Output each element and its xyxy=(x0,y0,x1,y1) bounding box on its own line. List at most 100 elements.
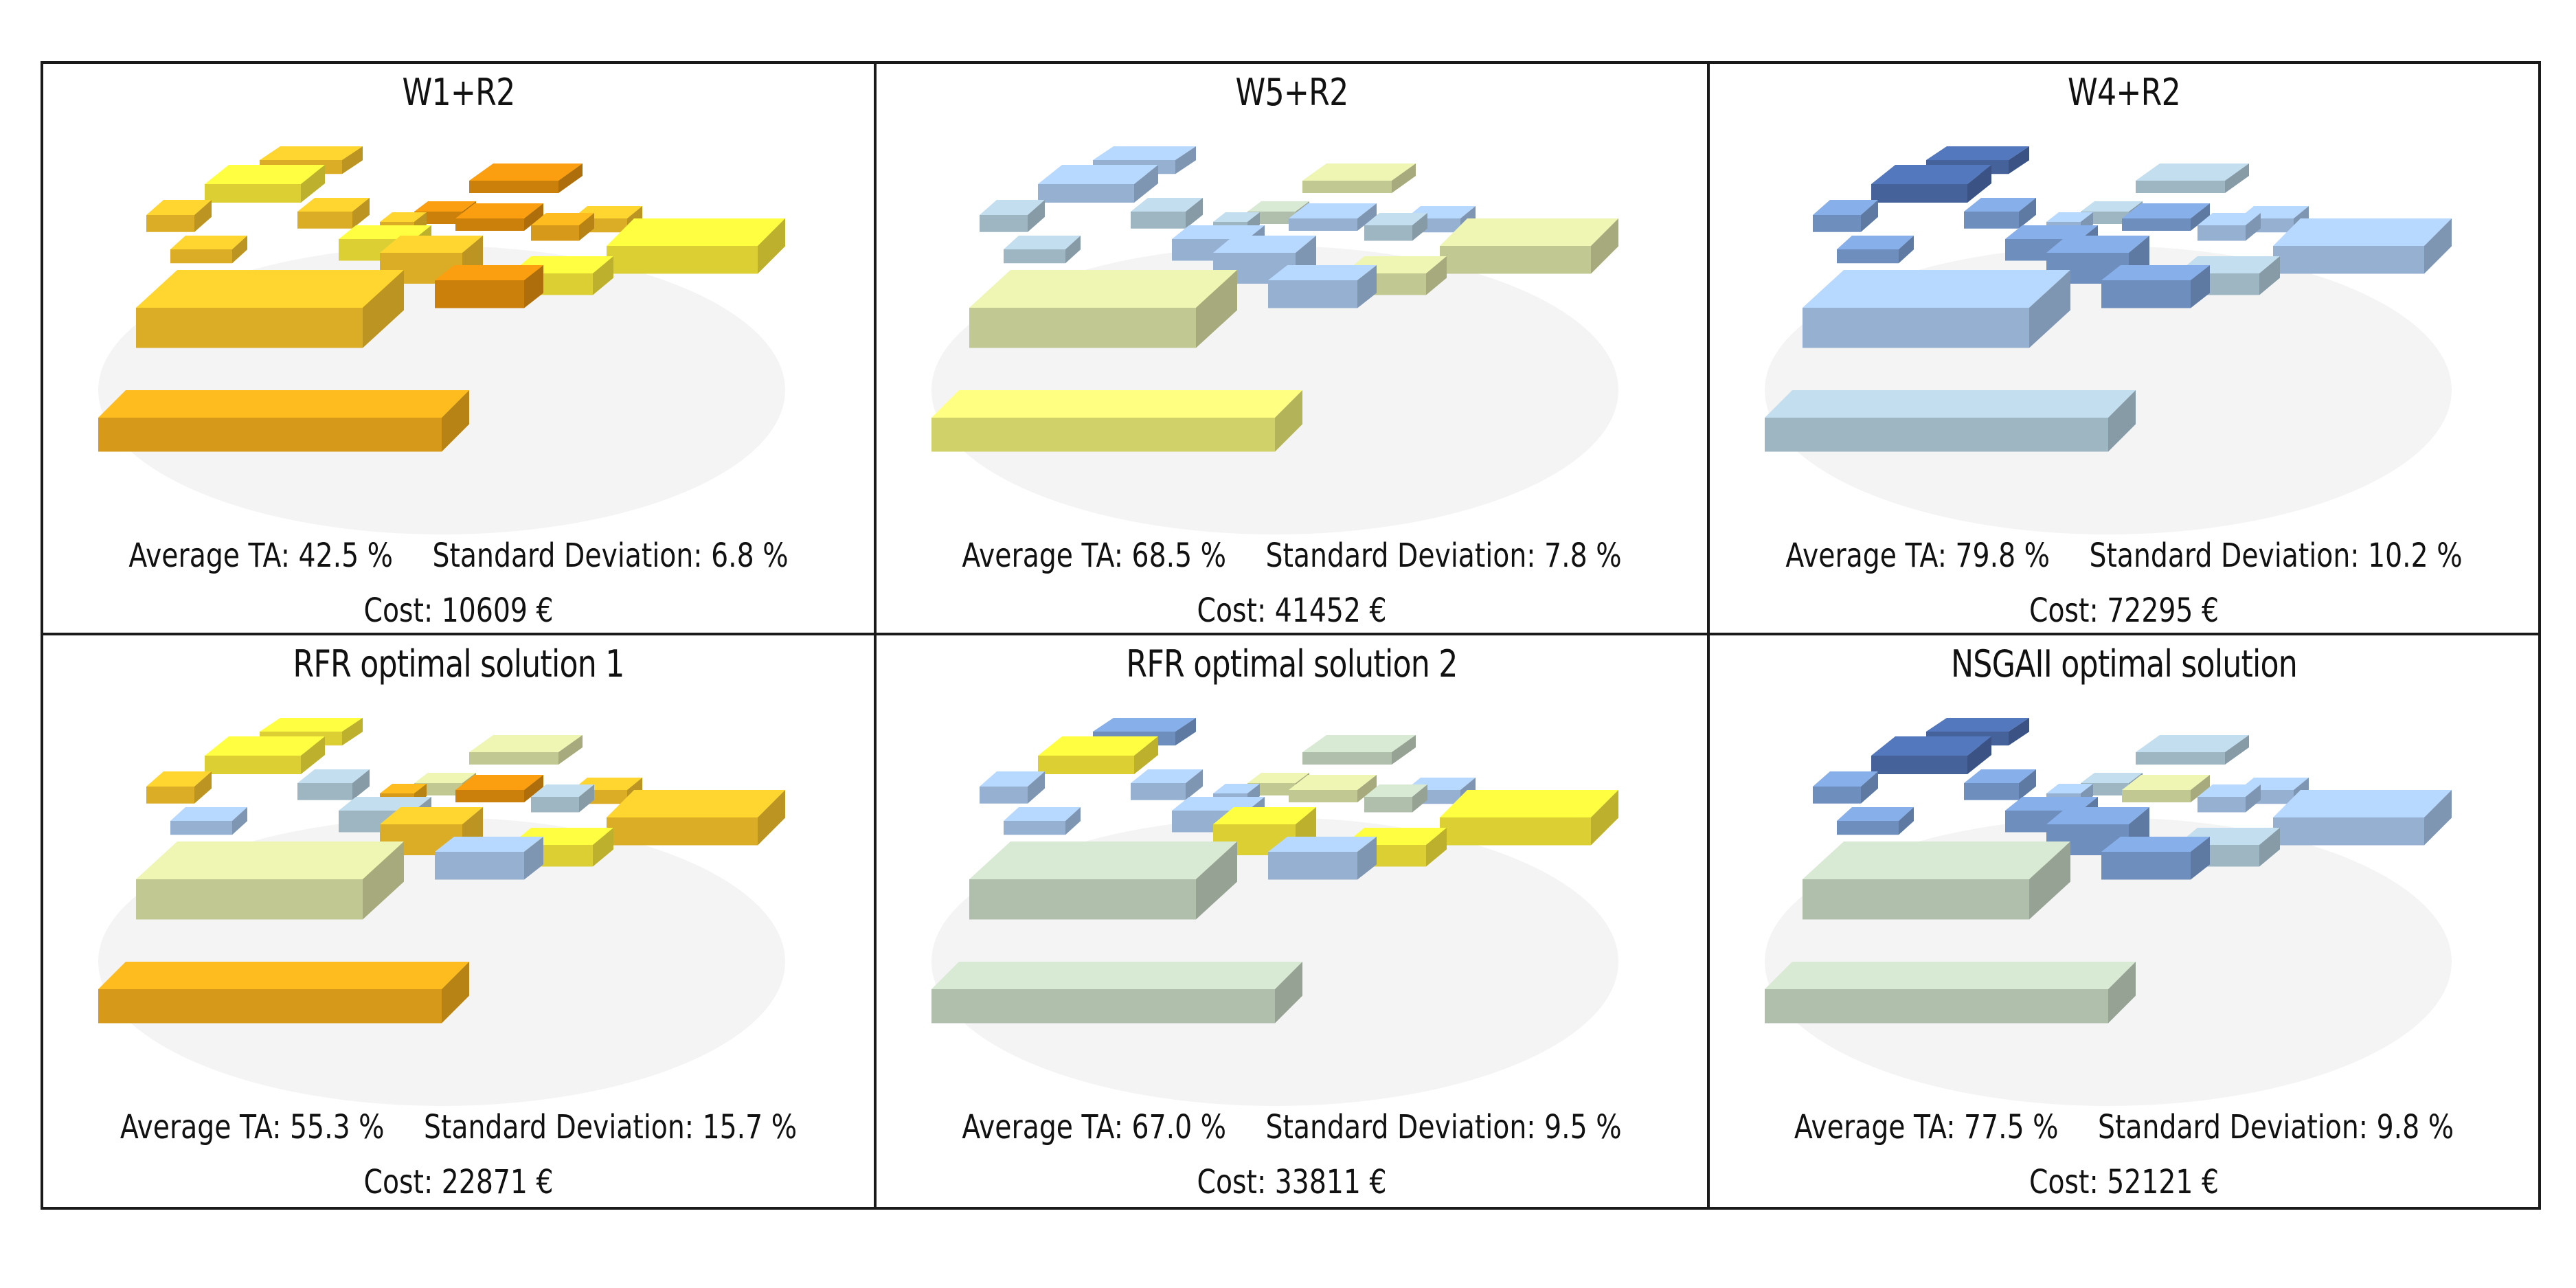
building-massing-render xyxy=(1765,146,2452,534)
building-block xyxy=(980,200,1045,232)
building-block xyxy=(1131,769,1203,800)
standard-deviation: Standard Deviation: 10.2 % xyxy=(2089,536,2463,575)
cost-label: Cost: 33811 € xyxy=(1197,1163,1387,1201)
building-block xyxy=(1803,841,2070,920)
building-block xyxy=(1871,165,1991,203)
average-ta: Average TA: 77.5 % xyxy=(1794,1108,2059,1146)
standard-deviation: Standard Deviation: 7.8 % xyxy=(1265,536,1622,575)
building-block xyxy=(607,790,785,846)
building-block xyxy=(1289,775,1377,802)
building-block xyxy=(455,203,543,231)
building-block xyxy=(1289,203,1377,231)
panel-title: W5+R2 xyxy=(1235,71,1349,114)
panel-w4-r2: W4+R2 Average TA: 79.8 % Standard Deviati… xyxy=(1710,64,2538,633)
building-block xyxy=(969,270,1237,348)
cost-label: Cost: 22871 € xyxy=(363,1163,554,1201)
building-block xyxy=(1364,213,1427,241)
building-block xyxy=(2101,265,2210,308)
building-block xyxy=(1302,735,1416,765)
average-ta: Average TA: 68.5 % xyxy=(962,536,1227,575)
building-block xyxy=(435,837,543,880)
building-block xyxy=(1837,236,1914,264)
average-ta: Average TA: 79.8 % xyxy=(1785,536,2050,575)
cost-label: Cost: 41452 € xyxy=(1197,591,1387,630)
panel-stats: Average TA: 67.0 % Standard Deviation: 9.… xyxy=(877,1108,1707,1201)
building-block xyxy=(170,236,247,264)
building-block xyxy=(1813,200,1878,232)
building-block xyxy=(469,163,583,193)
building-block xyxy=(146,771,212,804)
building-block xyxy=(205,736,325,774)
building-block xyxy=(2136,163,2249,193)
building-block xyxy=(435,265,543,308)
building-block xyxy=(1038,165,1158,203)
grid-divider-2 xyxy=(1707,64,1710,1207)
building-block xyxy=(980,771,1045,804)
building-block xyxy=(2197,784,2261,813)
building-block xyxy=(1837,807,1914,835)
building-massing-render xyxy=(1765,718,2452,1106)
building-block xyxy=(297,769,370,800)
building-block xyxy=(98,962,469,1024)
building-block xyxy=(1268,265,1377,308)
building-block xyxy=(1364,784,1427,813)
building-block xyxy=(1765,962,2136,1024)
building-block xyxy=(136,841,404,920)
building-block xyxy=(146,200,212,232)
building-block xyxy=(1004,236,1081,264)
average-ta: Average TA: 55.3 % xyxy=(120,1108,385,1146)
building-block xyxy=(469,735,583,765)
building-block xyxy=(1440,790,1618,846)
building-block xyxy=(98,390,469,452)
building-block xyxy=(2101,837,2210,880)
building-massing-render xyxy=(931,146,1618,534)
building-block xyxy=(2122,775,2210,802)
panel-rfr-solution-1: RFR optimal solution 1 Average TA: 55.3 … xyxy=(43,635,874,1207)
building-block xyxy=(1302,163,1416,193)
building-block xyxy=(1871,736,1991,774)
building-block xyxy=(2273,218,2452,274)
panel-stats: Average TA: 77.5 % Standard Deviation: 9.… xyxy=(1710,1108,2538,1201)
standard-deviation: Standard Deviation: 9.5 % xyxy=(1265,1108,1622,1146)
grid-divider-row xyxy=(43,633,2538,635)
building-massing-render xyxy=(931,718,1618,1106)
panel-nsgaii-solution: NSGAII optimal solution Average TA: 77.5… xyxy=(1710,635,2538,1207)
cost-label: Cost: 52121 € xyxy=(2029,1163,2219,1201)
building-block xyxy=(205,165,325,203)
panel-title: NSGAII optimal solution xyxy=(1950,642,2298,686)
building-block xyxy=(1813,771,1878,804)
comparison-grid: W1+R2 Average TA: 42.5 % Standard Deviati… xyxy=(41,61,2541,1210)
building-block xyxy=(1803,270,2070,348)
building-block xyxy=(2273,790,2452,846)
panel-stats: Average TA: 55.3 % Standard Deviation: 15… xyxy=(43,1108,874,1201)
average-ta: Average TA: 67.0 % xyxy=(962,1108,1227,1146)
building-block xyxy=(1440,218,1618,274)
standard-deviation: Standard Deviation: 15.7 % xyxy=(423,1108,798,1146)
building-block xyxy=(455,775,543,802)
panel-w1-r2: W1+R2 Average TA: 42.5 % Standard Deviati… xyxy=(43,64,874,633)
panel-title: W1+R2 xyxy=(402,71,516,114)
building-block xyxy=(531,784,594,813)
building-block xyxy=(969,841,1237,920)
building-block xyxy=(931,962,1302,1024)
grid-divider-1 xyxy=(874,64,877,1207)
building-block xyxy=(1964,769,2036,800)
building-block xyxy=(531,213,594,241)
building-block xyxy=(1004,807,1081,835)
panel-rfr-solution-2: RFR optimal solution 2 Average TA: 67.0 … xyxy=(877,635,1707,1207)
building-block xyxy=(2122,203,2210,231)
building-massing-render xyxy=(98,146,785,534)
standard-deviation: Standard Deviation: 9.8 % xyxy=(2097,1108,2454,1146)
building-block xyxy=(1268,837,1377,880)
panel-stats: Average TA: 79.8 % Standard Deviation: 10… xyxy=(1710,536,2538,630)
building-block xyxy=(2136,735,2249,765)
panel-stats: Average TA: 68.5 % Standard Deviation: 7.… xyxy=(877,536,1707,630)
building-block xyxy=(2197,213,2261,241)
panel-title: RFR optimal solution 1 xyxy=(293,642,624,686)
building-block xyxy=(1131,198,1203,229)
building-block xyxy=(1038,736,1158,774)
building-block xyxy=(136,270,404,348)
panel-title: RFR optimal solution 2 xyxy=(1126,642,1458,686)
building-block xyxy=(1964,198,2036,229)
cost-label: Cost: 72295 € xyxy=(2029,591,2219,630)
